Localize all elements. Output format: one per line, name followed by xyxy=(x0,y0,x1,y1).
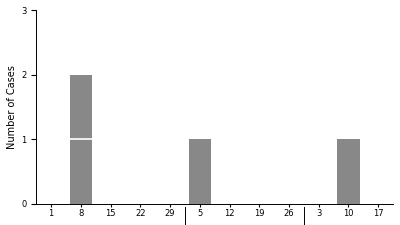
Bar xyxy=(337,139,360,203)
Y-axis label: Number of Cases: Number of Cases xyxy=(7,65,17,149)
Bar xyxy=(70,75,92,203)
Bar xyxy=(189,139,211,203)
